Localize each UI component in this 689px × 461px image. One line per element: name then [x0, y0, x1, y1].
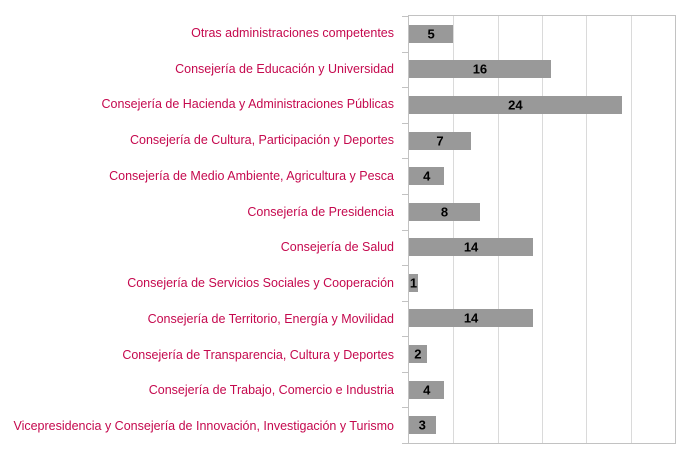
bar: 5 [409, 24, 454, 43]
bar-band: 4 [409, 158, 675, 194]
bar-band: 14 [409, 301, 675, 337]
bar-value-label: 8 [440, 204, 449, 220]
axis-tick [402, 51, 409, 53]
bar-band: 14 [409, 229, 675, 265]
bar-value-label: 7 [436, 133, 444, 149]
bar: 24 [409, 95, 622, 114]
bar-value-label: 4 [423, 168, 431, 184]
category-label-text: Consejería de Territorio, Energía y Movi… [147, 311, 394, 326]
category-label-text: Consejería de Medio Ambiente, Agricultur… [109, 168, 394, 183]
category-label: Consejería de Servicios Sociales y Coope… [0, 265, 401, 301]
category-label: Consejería de Transparencia, Cultura y D… [0, 337, 401, 373]
category-label-text: Consejería de Cultura, Participación y D… [129, 133, 394, 148]
bars-container: 5 16 24 7 4 8 14 1 14 2 4 3 [409, 16, 675, 443]
bar-band: 1 [409, 265, 675, 301]
gridline [497, 16, 499, 443]
gridline [586, 16, 588, 443]
category-label-text: Consejería de Educación y Universidad [175, 61, 394, 76]
gridline [453, 16, 455, 443]
axis-tick [402, 122, 409, 124]
plot-area: 5 16 24 7 4 8 14 1 14 2 4 3 [402, 15, 676, 444]
bar-value-label: 2 [414, 346, 422, 362]
bar: 8 [409, 202, 480, 221]
bar-value-label: 3 [418, 417, 426, 433]
axis-tick [402, 193, 409, 195]
axis-tick [402, 229, 409, 231]
axis-tick [402, 443, 409, 444]
bar: 7 [409, 131, 472, 150]
category-label: Consejería de Salud [0, 230, 401, 266]
gridline [630, 16, 632, 443]
bar-band: 3 [409, 407, 675, 443]
category-label: Otras administraciones competentes [0, 15, 401, 51]
bar-value-label: 1 [409, 275, 418, 291]
category-label-text: Otras administraciones competentes [191, 25, 394, 40]
bar-band: 24 [409, 87, 675, 123]
axis-tick [402, 265, 409, 267]
category-label: Consejería de Medio Ambiente, Agricultur… [0, 158, 401, 194]
category-label-text: Consejería de Transparencia, Cultura y D… [122, 347, 394, 362]
bar-value-label: 14 [463, 239, 479, 255]
bar-value-label: 24 [508, 97, 523, 113]
bar: 3 [409, 416, 436, 435]
bar-value-label: 16 [472, 61, 488, 77]
category-axis: Otras administraciones competentes Conse… [0, 15, 401, 444]
bar-band: 2 [409, 336, 675, 372]
bar-value-label: 14 [463, 310, 479, 326]
axis-tick [402, 158, 409, 160]
category-label-text: Consejería de Salud [280, 240, 394, 255]
category-label: Consejería de Hacienda y Administracione… [0, 87, 401, 123]
bar: 4 [409, 380, 445, 399]
category-label-text: Consejería de Hacienda y Administracione… [101, 97, 394, 112]
bar-band: 7 [409, 123, 675, 159]
bar: 14 [409, 309, 534, 328]
gridline [542, 16, 543, 443]
axis-tick [402, 407, 409, 409]
axis-tick [402, 336, 409, 338]
category-label: Consejería de Cultura, Participación y D… [0, 122, 401, 158]
category-label-text: Consejería de Trabajo, Comercio e Indust… [148, 383, 394, 398]
bar-value-label: 4 [423, 382, 431, 398]
bar: 1 [409, 273, 418, 292]
category-label-text: Consejería de Presidencia [247, 204, 394, 219]
bar-band: 16 [409, 52, 675, 88]
bar-band: 8 [409, 194, 675, 230]
bar-band: 4 [409, 372, 675, 408]
category-label: Consejería de Territorio, Energía y Movi… [0, 301, 401, 337]
bar-value-label: 5 [427, 26, 435, 42]
axis-tick [402, 371, 409, 373]
bar-band: 5 [409, 16, 675, 52]
bar: 14 [409, 238, 534, 257]
axis-tick [402, 16, 409, 17]
category-label-text: Vicepresidencia y Consejería de Innovaci… [13, 419, 394, 434]
bar: 16 [409, 60, 551, 79]
bar: 4 [409, 167, 445, 186]
category-label: Consejería de Trabajo, Comercio e Indust… [0, 373, 401, 409]
category-label: Vicepresidencia y Consejería de Innovaci… [0, 408, 401, 444]
bar: 2 [409, 345, 427, 364]
category-label-text: Consejería de Servicios Sociales y Coope… [127, 276, 394, 291]
category-label: Consejería de Educación y Universidad [0, 51, 401, 87]
axis-tick [402, 87, 409, 89]
axis-tick [402, 300, 409, 302]
category-label: Consejería de Presidencia [0, 194, 401, 230]
